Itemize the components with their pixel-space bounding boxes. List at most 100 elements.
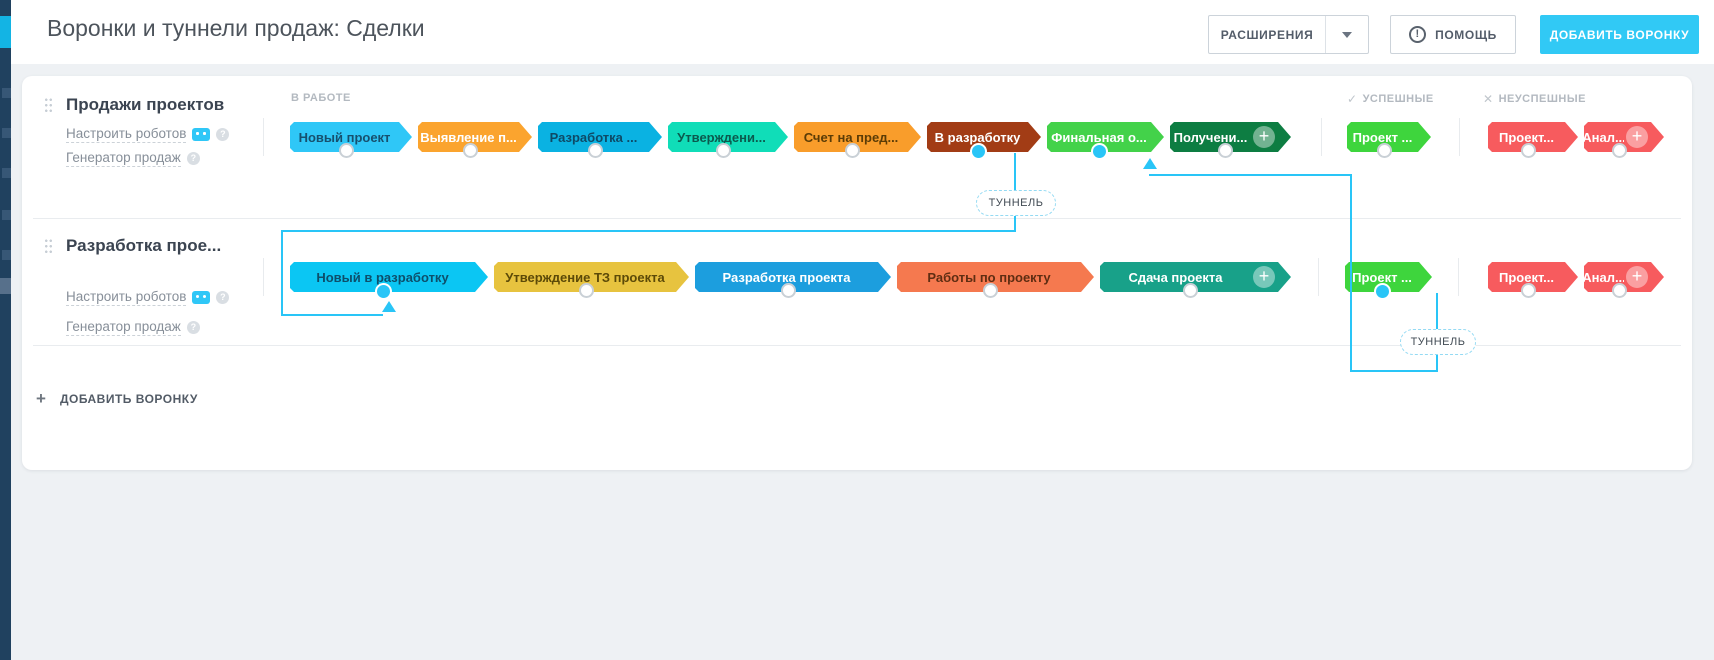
- stage-dot[interactable]: [983, 283, 998, 298]
- sales-generator-label: Генератор продаж: [66, 319, 181, 336]
- in-work-caption: В РАБОТЕ: [291, 92, 351, 104]
- sidebar-edge-strip: [0, 0, 11, 660]
- funnel-stage[interactable]: Сдача проекта +: [1100, 262, 1291, 298]
- funnel-stage[interactable]: Счет на пред...: [794, 122, 921, 158]
- funnel-stage[interactable]: Получени... +: [1170, 122, 1291, 158]
- stage-label: Разработка проекта: [722, 269, 851, 285]
- stage-label: Утверждение ТЗ проекта: [505, 269, 665, 285]
- funnel-stage[interactable]: Утверждени...: [668, 122, 788, 158]
- sidebar-text-fragment: [0, 278, 11, 294]
- stage-group-divider: [263, 118, 264, 156]
- stage-label: Счет на пред...: [803, 129, 899, 145]
- stage-dot[interactable]: [462, 143, 478, 158]
- tunnel1-line: [281, 230, 1016, 232]
- add-funnel-button[interactable]: ДОБАВИТЬ ВОРОНКУ: [1540, 15, 1699, 54]
- funnel-stage[interactable]: Анал... +: [1584, 262, 1664, 298]
- sales-generator-link[interactable]: Генератор продаж ?: [66, 319, 200, 336]
- funnel-stage[interactable]: Финальная о...: [1047, 122, 1164, 160]
- help-question-icon[interactable]: ?: [216, 128, 230, 141]
- stage-dot[interactable]: [1376, 143, 1392, 158]
- plus-icon: +: [36, 389, 46, 408]
- extensions-button-label: РАСШИРЕНИЯ: [1220, 27, 1314, 42]
- stage-dot[interactable]: [587, 143, 603, 158]
- tunnel-dot[interactable]: [374, 283, 392, 300]
- stage-dot[interactable]: [579, 283, 594, 298]
- stage-label: Анал...: [1584, 269, 1624, 285]
- tunnel-dot[interactable]: [1091, 143, 1108, 160]
- configure-robots-link[interactable]: Настроить роботов ?: [66, 289, 230, 306]
- page-title: Воронки и туннели продаж: Сделки: [47, 15, 425, 41]
- help-button[interactable]: ! ПОМОЩЬ: [1390, 15, 1516, 54]
- funnel-stage[interactable]: Проект...: [1488, 122, 1578, 158]
- stage-label: Проект ...: [1352, 269, 1412, 285]
- stage-dot[interactable]: [1183, 283, 1198, 298]
- funnel-stage[interactable]: Утверждение ТЗ проекта: [494, 262, 689, 298]
- fail-caption: ✕ НЕУСПЕШНЫЕ: [1483, 92, 1586, 106]
- funnel-stage[interactable]: В разработку: [927, 122, 1041, 160]
- funnel-stage[interactable]: Выявление п...: [418, 122, 532, 158]
- stage-dot[interactable]: [715, 143, 731, 158]
- tunnel-dot[interactable]: [1374, 283, 1391, 300]
- funnel-stage[interactable]: Новый проект: [290, 122, 412, 158]
- stage-dot[interactable]: [338, 143, 354, 158]
- stage-dot[interactable]: [1611, 283, 1627, 298]
- help-question-icon[interactable]: ?: [186, 321, 200, 334]
- stage-dot[interactable]: [1611, 143, 1627, 158]
- sidebar-text-fragment: [2, 210, 11, 220]
- stage-label: Утверждени...: [677, 129, 766, 145]
- help-question-icon[interactable]: ?: [186, 152, 200, 165]
- funnel-stage[interactable]: Анал... +: [1584, 122, 1664, 158]
- tunnel-dot[interactable]: [969, 143, 987, 160]
- tunnel2-badge[interactable]: ТУННЕЛЬ: [1400, 329, 1476, 355]
- sales-generator-label: Генератор продаж: [66, 150, 181, 167]
- funnel-row-separator: [33, 345, 1681, 346]
- button-divider: [1325, 16, 1326, 53]
- funnel-stage[interactable]: Проект...: [1488, 262, 1578, 298]
- funnel-stage[interactable]: Проект ...: [1345, 262, 1432, 300]
- tunnel1-badge[interactable]: ТУННЕЛЬ: [976, 190, 1056, 216]
- sales-generator-link[interactable]: Генератор продаж ?: [66, 150, 200, 167]
- funnel-title[interactable]: Разработка прое...: [66, 236, 222, 255]
- add-stage-icon[interactable]: +: [1253, 266, 1275, 288]
- stage-label: Новый проект: [298, 129, 391, 145]
- extensions-dropdown-toggle[interactable]: [1326, 31, 1368, 38]
- funnel-stage[interactable]: Разработка ...: [538, 122, 662, 158]
- robot-icon: [192, 291, 211, 304]
- funnel-stage[interactable]: Проект ...: [1347, 122, 1431, 158]
- stage-label: Проект...: [1498, 269, 1555, 285]
- funnel2-success-stages: Проект ...: [1345, 262, 1432, 300]
- add-stage-icon[interactable]: +: [1626, 266, 1648, 288]
- configure-robots-label: Настроить роботов: [66, 289, 187, 306]
- stage-dot[interactable]: [1520, 283, 1536, 298]
- stage-group-divider: [1459, 118, 1460, 156]
- funnel-drag-handle[interactable]: [44, 97, 53, 114]
- stage-group-divider: [263, 258, 264, 296]
- add-funnel-bottom-button[interactable]: + ДОБАВИТЬ ВОРОНКУ: [36, 390, 198, 407]
- help-button-label: ПОМОЩЬ: [1435, 27, 1497, 42]
- funnel-stage[interactable]: Работы по проекту: [897, 262, 1094, 298]
- funnel-drag-handle[interactable]: [44, 238, 53, 255]
- funnel-stage[interactable]: Разработка проекта: [695, 262, 891, 298]
- add-stage-icon[interactable]: +: [1626, 126, 1648, 148]
- stage-label: Проект...: [1498, 129, 1555, 145]
- configure-robots-link[interactable]: Настроить роботов ?: [66, 126, 230, 143]
- stage-label: Разработка ...: [549, 129, 638, 145]
- stage-dot[interactable]: [1218, 143, 1233, 158]
- stage-dot[interactable]: [845, 143, 860, 158]
- stage-label: Получени...: [1173, 129, 1248, 145]
- add-stage-icon[interactable]: +: [1253, 126, 1275, 148]
- tunnel2-arrow-icon: [1143, 158, 1157, 169]
- funnel-title[interactable]: Продажи проектов: [66, 95, 225, 114]
- funnel-stage[interactable]: Новый в разработку: [290, 262, 488, 300]
- stage-group-divider: [1318, 258, 1319, 296]
- stage-label: Сдача проекта: [1128, 269, 1223, 285]
- tunnel-badge-label: ТУННЕЛЬ: [1410, 336, 1466, 348]
- extensions-button[interactable]: РАСШИРЕНИЯ: [1208, 15, 1369, 54]
- add-funnel-button-label: ДОБАВИТЬ ВОРОНКУ: [1549, 27, 1690, 42]
- help-question-icon[interactable]: ?: [216, 291, 230, 304]
- success-caption: ✓ УСПЕШНЫЕ: [1347, 92, 1434, 106]
- stage-dot[interactable]: [780, 283, 796, 298]
- stage-label: Выявление п...: [420, 129, 517, 145]
- stage-dot[interactable]: [1520, 143, 1536, 158]
- tunnel2-line: [1350, 370, 1438, 372]
